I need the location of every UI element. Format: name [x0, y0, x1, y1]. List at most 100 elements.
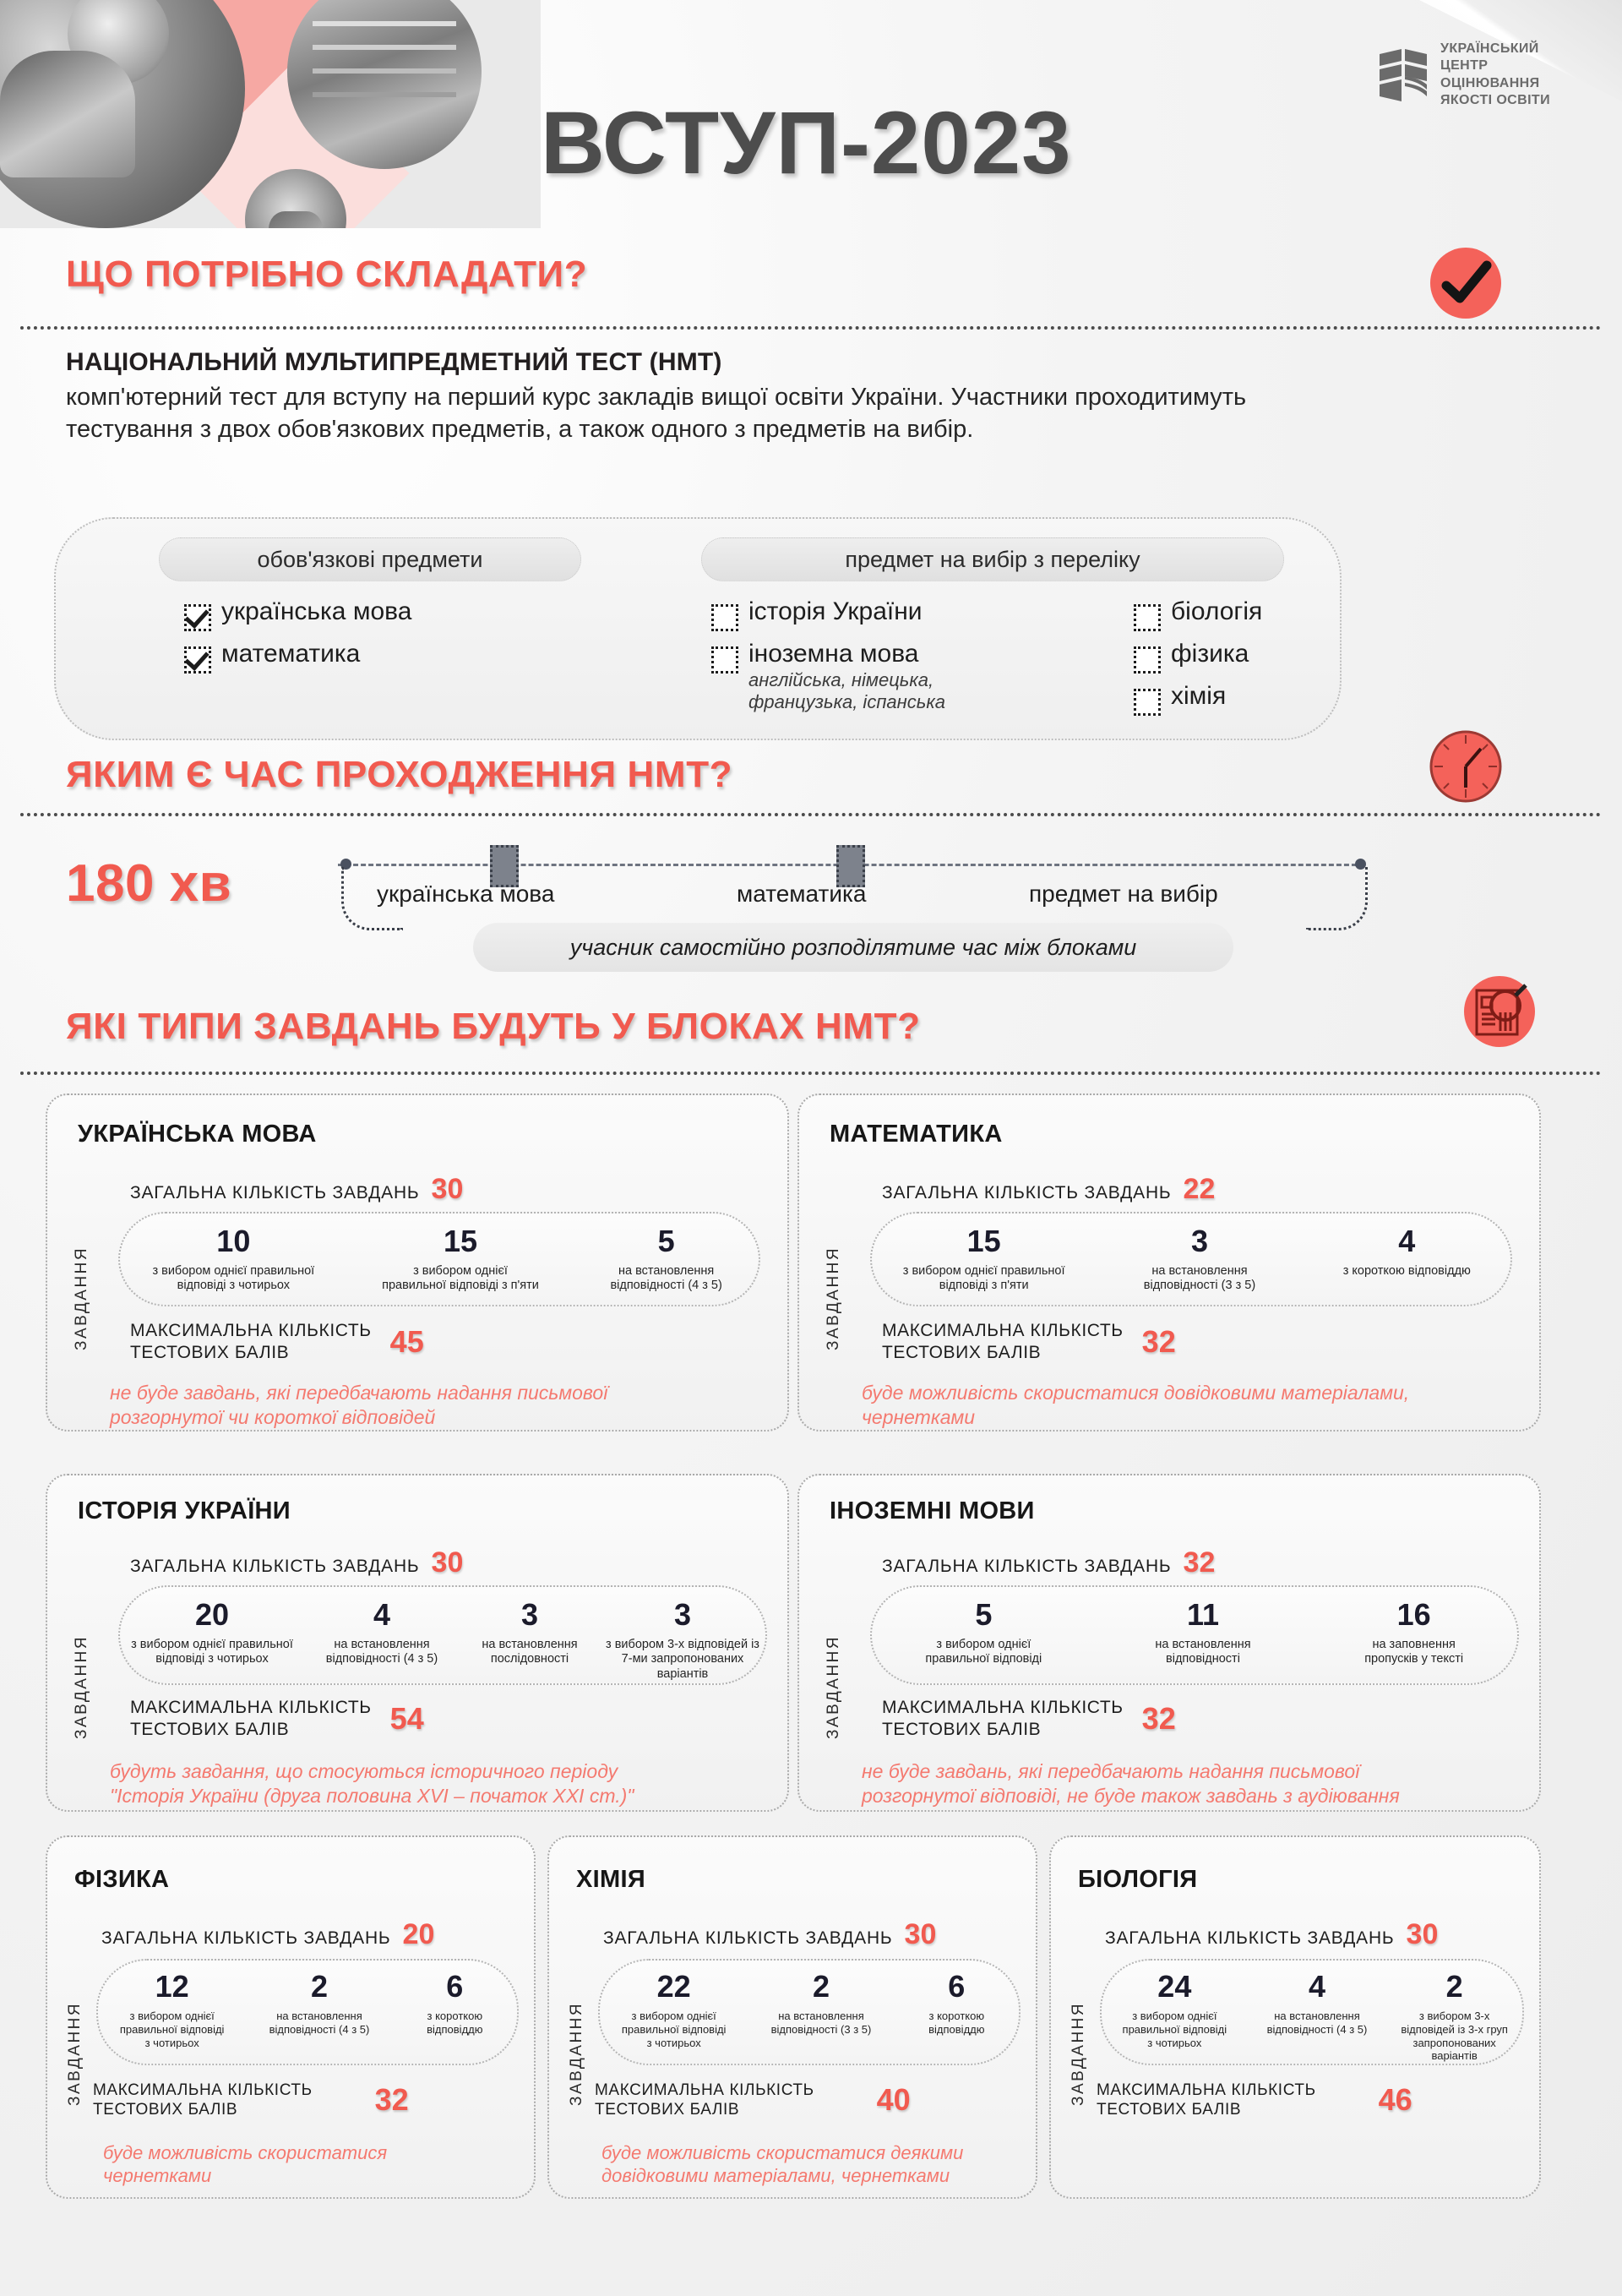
max-score-label-line1: МАКСИМАЛЬНА КІЛЬКІСТЬ	[595, 2081, 814, 2099]
max-score-row: МАКСИМАЛЬНА КІЛЬКІСТЬ ТЕСТОВИХ БАЛІВ 32	[882, 1320, 1176, 1363]
divider-1	[20, 326, 1602, 330]
checkbox-empty-icon[interactable]	[1134, 689, 1161, 716]
max-score-value: 32	[1141, 1700, 1176, 1736]
task-types-box: 22 з вибором однієї правильної відповіді…	[598, 1959, 1021, 2065]
total-tasks-row: ЗАГАЛЬНА КІЛЬКІСТЬ ЗАВДАНЬ 30	[1105, 1918, 1438, 1951]
task-types-box: 24 з вибором однієї правильної відповіді…	[1100, 1959, 1524, 2065]
header-photo-collage	[0, 0, 541, 228]
checkbox-label: українська мова	[221, 597, 412, 625]
total-tasks-row: ЗАГАЛЬНА КІЛЬКІСТЬ ЗАВДАНЬ 30	[130, 1546, 463, 1579]
checkbox-item-math[interactable]: математика	[184, 641, 360, 674]
divider-2	[20, 813, 1602, 816]
task-type-cell: 4 з короткою відповіддю	[1309, 1225, 1504, 1279]
ucoqo-logo: УКРАЇНСЬКИЙ ЦЕНТР ОЦІНЮВАННЯ ЯКОСТІ ОСВІ…	[1378, 41, 1550, 110]
test-duration: 180 хв	[66, 854, 232, 913]
task-type-cell: 16 на заповнення пропусків у тексті	[1317, 1599, 1511, 1667]
task-types-box: 10 з вибором однієї правильної відповіді…	[118, 1212, 760, 1306]
task-type-desc: з вибором однієї правильної відповіді з …	[1122, 2009, 1227, 2049]
task-type-desc: на встановлення відповідності	[1155, 1637, 1251, 1666]
total-tasks-label: ЗАГАЛЬНА КІЛЬКІСТЬ ЗАВДАНЬ	[130, 1183, 420, 1203]
task-type-cell: 24 з вибором однієї правильної відповіді…	[1103, 1971, 1245, 2049]
logo-line-2: ЦЕНТР	[1440, 58, 1489, 74]
task-type-cell: 15 з вибором однієї правильної відповіді…	[879, 1225, 1090, 1294]
task-type-desc: з вибором однієї правильної відповіді з …	[382, 1263, 539, 1293]
task-type-cell: 22 з вибором однієї правильної відповіді…	[603, 1971, 745, 2049]
task-type-desc: з вибором 3-х відповідей із 7-ми запропо…	[606, 1637, 759, 1682]
checkbox-empty-icon[interactable]	[1134, 646, 1161, 674]
timeline-left-brace	[341, 867, 403, 930]
task-type-desc: з короткою відповіддю	[1342, 1263, 1471, 1278]
total-tasks-label: ЗАГАЛЬНА КІЛЬКІСТЬ ЗАВДАНЬ	[101, 1928, 391, 1948]
document-search-icon	[1461, 973, 1538, 1050]
task-type-desc: з вибором 3-х відповідей із 3-х груп зап…	[1401, 2009, 1508, 2063]
task-type-count: 20	[194, 1597, 230, 1632]
total-tasks-label: ЗАГАЛЬНА КІЛЬКІСТЬ ЗАВДАНЬ	[130, 1557, 420, 1576]
page-header: ВСТУП-2023 УКРАЇНСЬКИЙ ЦЕНТР ОЦІНЮВАННЯ …	[0, 0, 1622, 245]
max-score-row: МАКСИМАЛЬНА КІЛЬКІСТЬ ТЕСТОВИХ БАЛІВ 46	[1097, 2081, 1412, 2119]
task-type-desc: на встановлення відповідності (4 з 5)	[269, 2009, 370, 2036]
checkbox-item-chemistry[interactable]: хімія	[1134, 683, 1226, 716]
timeline-label-ukrainian: українська мова	[377, 881, 555, 907]
section-2-heading: ЯКИМ Є ЧАС ПРОХОДЖЕННЯ НМТ?	[66, 754, 733, 795]
timeline-marker-2	[836, 845, 865, 887]
task-type-count: 10	[216, 1224, 251, 1258]
timeline-start-dot	[340, 859, 351, 870]
total-tasks-value: 30	[904, 1918, 937, 1950]
task-type-desc: з вибором однієї правильної відповіді	[925, 1637, 1042, 1666]
task-type-cell: 3 з вибором 3-х відповідей із 7-ми запро…	[602, 1599, 763, 1682]
card-title: МАТЕМАТИКА	[830, 1121, 1003, 1148]
checkbox-item-biology[interactable]: біологія	[1134, 598, 1262, 631]
time-distribution-note: учасник самостійно розподілятиме час між…	[473, 923, 1233, 972]
total-tasks-label: ЗАГАЛЬНА КІЛЬКІСТЬ ЗАВДАНЬ	[882, 1183, 1172, 1203]
logo-line-4: ЯКОСТІ ОСВІТИ	[1440, 93, 1550, 108]
open-book-icon	[1378, 47, 1429, 103]
max-score-label-line1: МАКСИМАЛЬНА КІЛЬКІСТЬ	[130, 1698, 372, 1717]
nmt-description: комп'ютерний тест для вступу на перший к…	[66, 384, 1247, 443]
checkbox-label: фізика	[1171, 640, 1249, 668]
card-title: УКРАЇНСЬКА МОВА	[78, 1121, 317, 1148]
task-type-cell: 2 з вибором 3-х відповідей із 3-х груп з…	[1389, 1971, 1521, 2063]
logo-line-3: ОЦІНЮВАННЯ	[1440, 75, 1540, 90]
task-types-box: 12 з вибором однієї правильної відповіді…	[96, 1959, 519, 2065]
subject-card-physics: ФІЗИКА ЗАВДАННЯ ЗАГАЛЬНА КІЛЬКІСТЬ ЗАВДА…	[46, 1835, 536, 2199]
vertical-label-tasks: ЗАВДАННЯ	[66, 2001, 84, 2106]
max-score-label-line2: ТЕСТОВИХ БАЛІВ	[130, 1342, 290, 1362]
checkbox-label: біологія	[1171, 597, 1263, 625]
checkbox-item-ukrainian[interactable]: українська мова	[184, 598, 411, 631]
task-type-desc: з вибором однієї правильної відповіді з …	[902, 1263, 1065, 1293]
total-tasks-label: ЗАГАЛЬНА КІЛЬКІСТЬ ЗАВДАНЬ	[882, 1557, 1172, 1576]
max-score-label-line2: ТЕСТОВИХ БАЛІВ	[882, 1719, 1042, 1739]
vertical-label-tasks: ЗАВДАННЯ	[1070, 2001, 1087, 2106]
task-type-cell: 11 на встановлення відповідності	[1102, 1599, 1304, 1667]
task-type-count: 6	[948, 1969, 966, 2004]
checkbox-item-physics[interactable]: фізика	[1134, 641, 1249, 674]
subjects-panel: обов'язкові предмети предмет на вибір з …	[54, 517, 1342, 740]
checkbox-empty-icon[interactable]	[711, 604, 738, 631]
elective-subjects-pill: предмет на вибір з переліку	[701, 537, 1284, 581]
task-type-cell: 4 на встановлення відповідності (4 з 5)	[307, 1599, 457, 1667]
checkbox-item-history[interactable]: історія України	[711, 598, 923, 631]
subject-card-chemistry: ХІМІЯ ЗАВДАННЯ ЗАГАЛЬНА КІЛЬКІСТЬ ЗАВДАН…	[547, 1835, 1037, 2199]
card-title: БІОЛОГІЯ	[1078, 1866, 1198, 1893]
checkbox-checked-icon[interactable]	[184, 646, 211, 674]
checkbox-checked-icon[interactable]	[184, 604, 211, 631]
max-score-value: 54	[389, 1700, 424, 1736]
card-note: буде можливість скористатися деякими дов…	[601, 2142, 964, 2187]
foreign-language-sublist: англійська, німецька, французька, іспанс…	[748, 668, 945, 713]
checkbox-item-foreign-language[interactable]: іноземна мова англійська, німецька, фран…	[711, 641, 945, 714]
max-score-label: МАКСИМАЛЬНА КІЛЬКІСТЬ ТЕСТОВИХ БАЛІВ	[130, 1697, 372, 1740]
task-type-desc: на встановлення відповідності (3 з 5)	[1143, 1263, 1256, 1293]
total-tasks-row: ЗАГАЛЬНА КІЛЬКІСТЬ ЗАВДАНЬ 32	[882, 1546, 1215, 1579]
task-type-desc: з вибором однієї правильної відповіді з …	[131, 1637, 293, 1666]
card-title: ІНОЗЕМНІ МОВИ	[830, 1497, 1035, 1524]
task-type-count: 4	[1398, 1224, 1416, 1258]
task-type-cell: 3 на встановлення послідовності	[462, 1599, 597, 1667]
total-tasks-row: ЗАГАЛЬНА КІЛЬКІСТЬ ЗАВДАНЬ 22	[882, 1173, 1215, 1206]
checkbox-empty-icon[interactable]	[1134, 604, 1161, 631]
checkbox-empty-icon[interactable]	[711, 646, 738, 674]
task-type-cell: 2 на встановлення відповідності (3 з 5)	[751, 1971, 891, 2037]
max-score-label-line1: МАКСИМАЛЬНА КІЛЬКІСТЬ	[130, 1321, 372, 1340]
task-type-cell: 6 з короткою відповіддю	[897, 1971, 1015, 2037]
max-score-label-line1: МАКСИМАЛЬНА КІЛЬКІСТЬ	[93, 2081, 313, 2099]
